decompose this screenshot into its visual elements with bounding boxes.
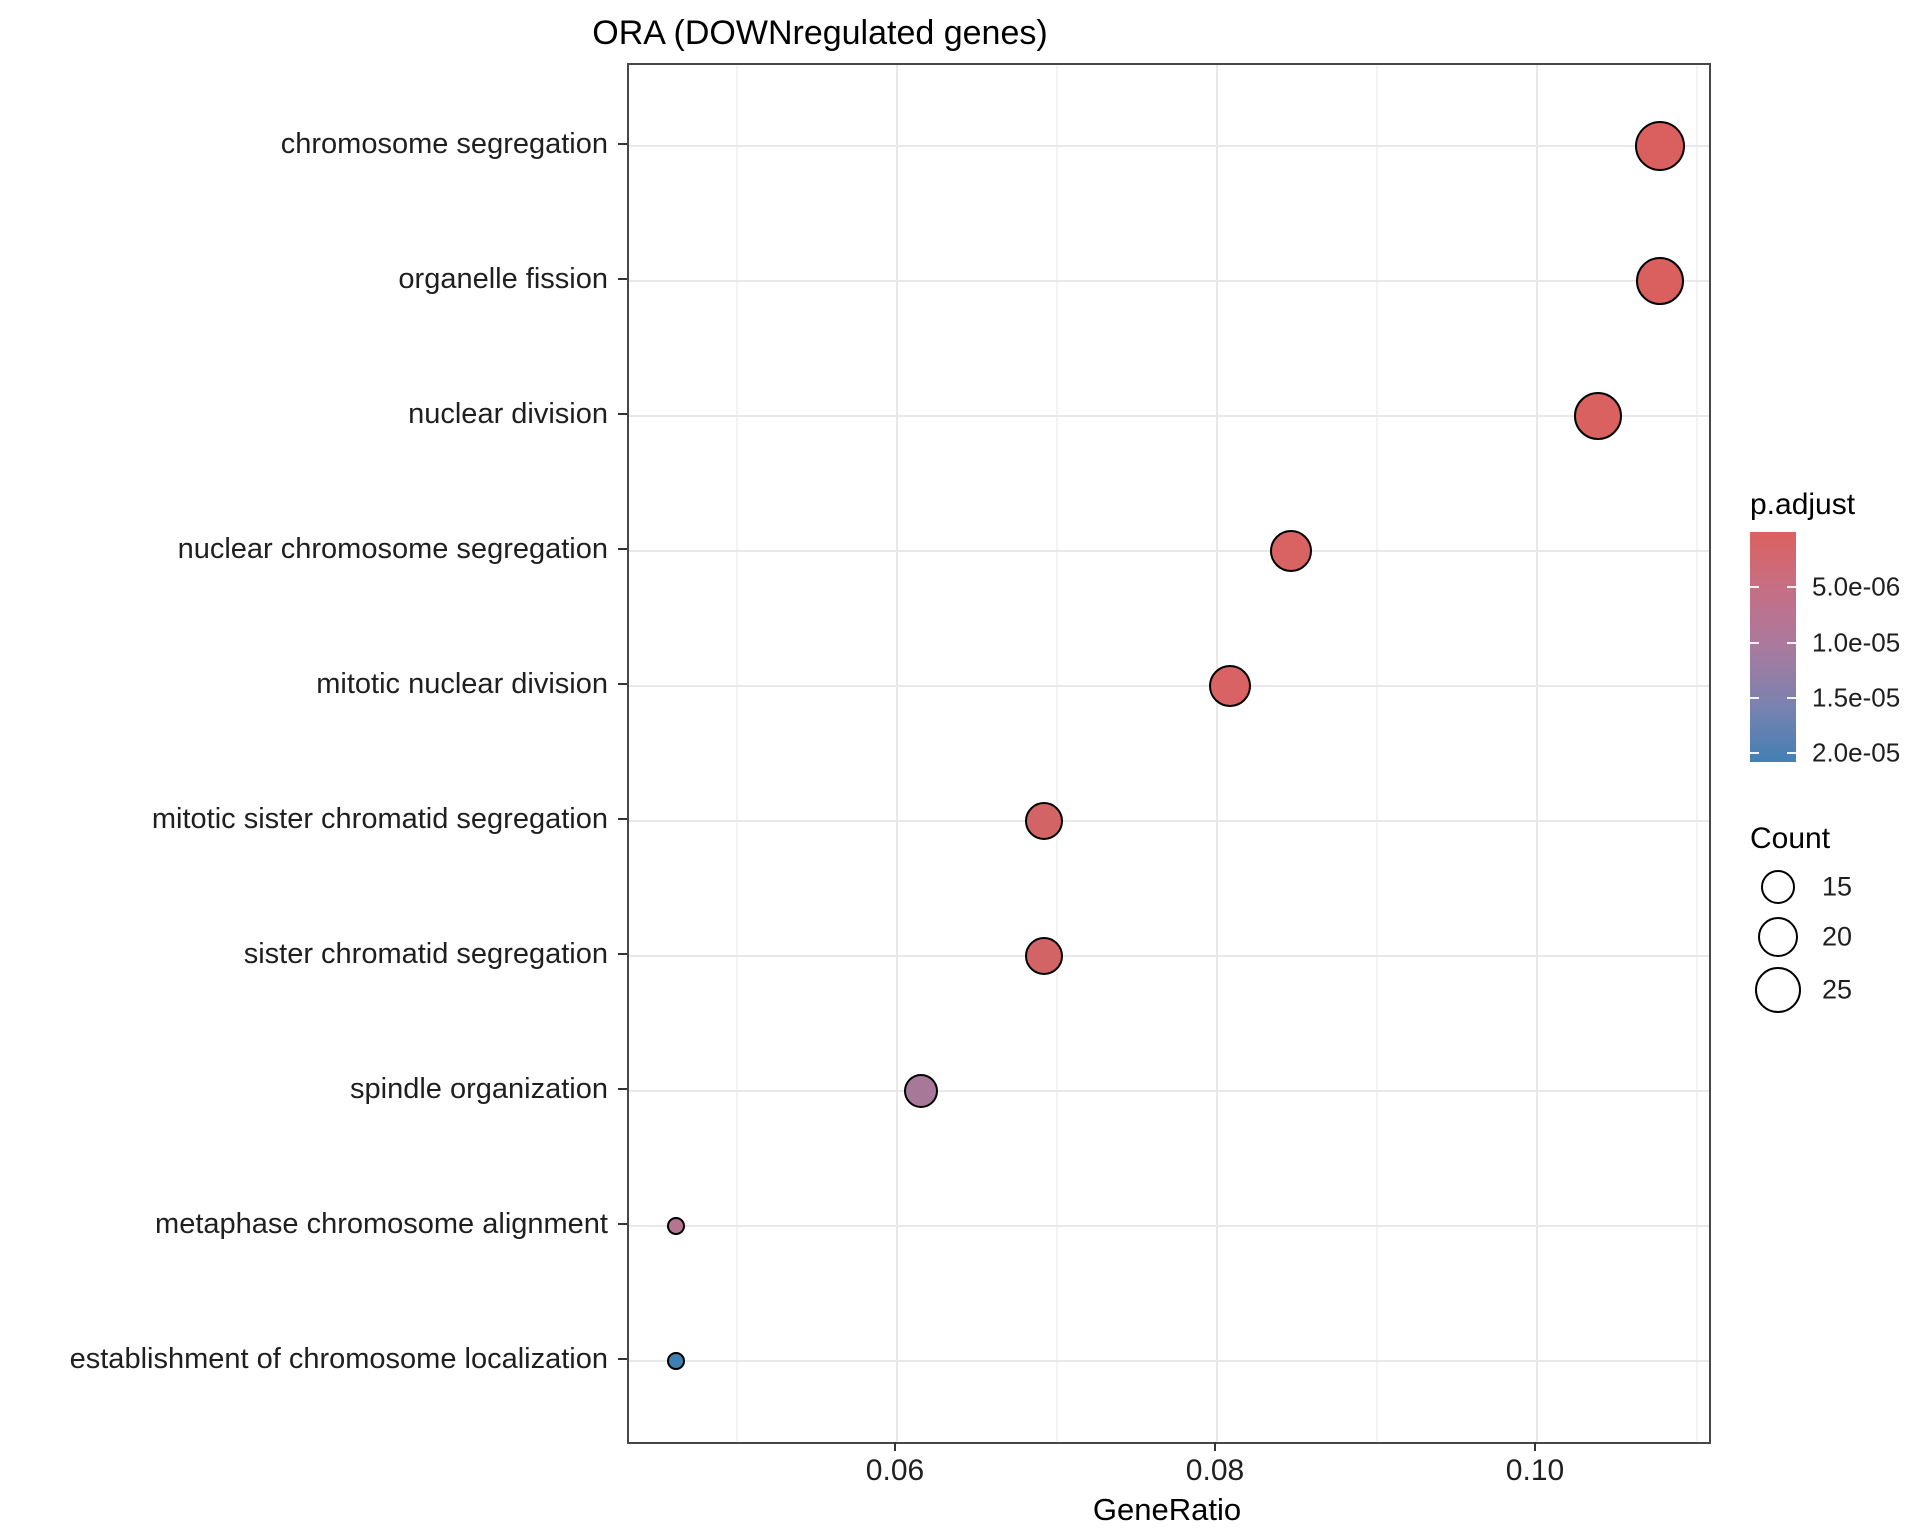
- gridline-major-horizontal: [629, 685, 1709, 687]
- y-axis-tick: [618, 413, 627, 415]
- colorbar-tick-label: 2.0e-05: [1812, 737, 1901, 768]
- data-point: [667, 1217, 686, 1235]
- y-axis-label: establishment of chromosome localization: [69, 1343, 608, 1375]
- data-point: [1025, 937, 1064, 975]
- y-axis-tick: [618, 953, 627, 955]
- data-point: [1269, 530, 1312, 572]
- x-axis-title: GeneRatio: [1092, 1492, 1242, 1527]
- gridline-major-horizontal: [629, 1360, 1709, 1362]
- count-legend-label: 15: [1822, 871, 1853, 902]
- y-axis-label: mitotic sister chromatid segregation: [151, 803, 608, 835]
- data-point: [1573, 392, 1622, 440]
- data-point: [1025, 802, 1064, 840]
- p-adjust-colorbar: [1750, 532, 1796, 762]
- y-axis-label: organelle fission: [398, 263, 608, 295]
- colorbar-tick: [1750, 696, 1759, 699]
- y-axis-label: sister chromatid segregation: [243, 938, 608, 970]
- colorbar-tick: [1787, 641, 1796, 644]
- plot-panel: [627, 63, 1711, 1444]
- colorbar-tick: [1787, 696, 1796, 699]
- colorbar-tick: [1787, 586, 1796, 589]
- colorbar-tick: [1787, 752, 1796, 755]
- y-axis-tick: [618, 1223, 627, 1225]
- count-legend-label: 20: [1822, 921, 1853, 952]
- y-axis-tick: [618, 143, 627, 145]
- colorbar-tick: [1750, 586, 1759, 589]
- gridline-major-vertical: [1536, 65, 1538, 1442]
- y-axis-label: nuclear division: [408, 398, 608, 430]
- count-legend-circle: [1761, 870, 1795, 904]
- chart-title: ORA (DOWNregulated genes): [592, 14, 1048, 52]
- gridline-major-horizontal: [629, 955, 1709, 957]
- p-adjust-legend-title: p.adjust: [1750, 488, 1856, 521]
- data-point: [667, 1352, 686, 1370]
- gridline-major-horizontal: [629, 820, 1709, 822]
- colorbar-tick-label: 1.5e-05: [1812, 682, 1901, 713]
- gridline-minor-vertical: [1056, 65, 1058, 1442]
- gridline-major-horizontal: [629, 145, 1709, 147]
- y-axis-tick: [618, 1088, 627, 1090]
- data-point: [1636, 257, 1685, 305]
- data-point: [1635, 121, 1686, 171]
- gridline-major-vertical: [896, 65, 898, 1442]
- count-legend-circle: [1758, 917, 1798, 957]
- colorbar-tick-label: 1.0e-05: [1812, 627, 1901, 658]
- gridline-minor-vertical: [1696, 65, 1698, 1442]
- count-legend-label: 25: [1822, 974, 1853, 1005]
- gridline-major-horizontal: [629, 280, 1709, 282]
- gridline-major-horizontal: [629, 550, 1709, 552]
- y-axis-tick: [618, 278, 627, 280]
- x-axis-tick: [894, 1442, 896, 1451]
- y-axis-label: metaphase chromosome alignment: [155, 1208, 608, 1240]
- gridline-minor-vertical: [736, 65, 738, 1442]
- data-point: [904, 1074, 938, 1108]
- gridline-major-horizontal: [629, 1225, 1709, 1227]
- gridline-major-horizontal: [629, 1090, 1709, 1092]
- x-axis-tick-label: 0.06: [865, 1454, 925, 1487]
- data-point: [1208, 665, 1251, 707]
- y-axis-tick: [618, 1358, 627, 1360]
- y-axis-tick: [618, 548, 627, 550]
- count-legend-circle: [1755, 967, 1801, 1013]
- x-axis-tick-label: 0.10: [1505, 1454, 1565, 1487]
- y-axis-tick: [618, 818, 627, 820]
- y-axis-label: chromosome segregation: [280, 128, 608, 160]
- y-axis-label: nuclear chromosome segregation: [177, 533, 608, 565]
- y-axis-label: spindle organization: [350, 1073, 608, 1105]
- count-legend-title: Count: [1750, 822, 1831, 855]
- y-axis-label: mitotic nuclear division: [316, 668, 608, 700]
- gridline-minor-vertical: [1376, 65, 1378, 1442]
- gridline-major-vertical: [1216, 65, 1218, 1442]
- x-axis-tick-label: 0.08: [1185, 1454, 1245, 1487]
- colorbar-tick: [1750, 641, 1759, 644]
- colorbar-tick-label: 5.0e-06: [1812, 571, 1901, 602]
- x-axis-tick: [1214, 1442, 1216, 1451]
- x-axis-tick: [1534, 1442, 1536, 1451]
- colorbar-tick: [1750, 752, 1759, 755]
- gridline-major-horizontal: [629, 415, 1709, 417]
- y-axis-tick: [618, 683, 627, 685]
